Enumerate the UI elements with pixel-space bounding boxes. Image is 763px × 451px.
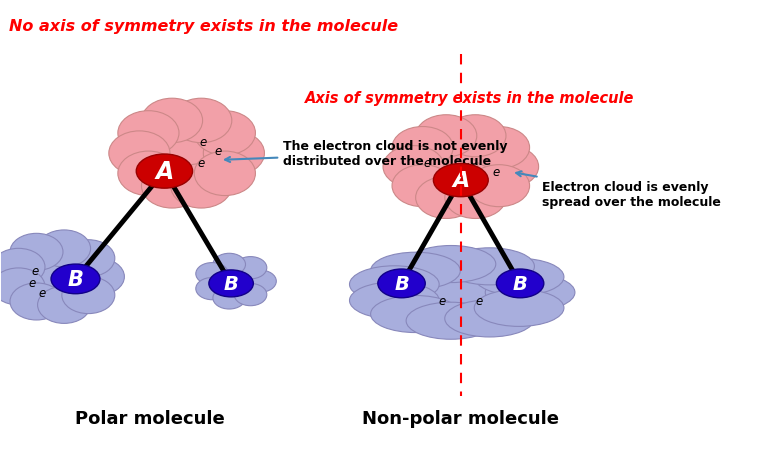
Ellipse shape xyxy=(205,262,265,302)
Ellipse shape xyxy=(445,248,534,285)
Text: e: e xyxy=(214,145,221,158)
Text: A: A xyxy=(156,160,173,184)
Ellipse shape xyxy=(213,287,246,309)
Circle shape xyxy=(137,155,192,189)
Text: e: e xyxy=(493,165,500,178)
Ellipse shape xyxy=(371,253,460,290)
Ellipse shape xyxy=(406,246,496,283)
Text: e: e xyxy=(439,295,446,307)
Text: B: B xyxy=(513,274,527,293)
Circle shape xyxy=(51,264,100,294)
Text: e: e xyxy=(423,156,431,169)
Ellipse shape xyxy=(392,166,453,207)
Ellipse shape xyxy=(37,287,91,324)
Text: No axis of symmetry exists in the molecule: No axis of symmetry exists in the molecu… xyxy=(9,19,398,34)
Ellipse shape xyxy=(445,300,534,337)
Ellipse shape xyxy=(485,274,575,311)
Text: e: e xyxy=(475,295,483,307)
Ellipse shape xyxy=(468,127,530,169)
Ellipse shape xyxy=(243,271,276,293)
Ellipse shape xyxy=(371,296,460,333)
Ellipse shape xyxy=(0,249,45,286)
Ellipse shape xyxy=(234,257,267,279)
Text: e: e xyxy=(31,265,38,278)
Ellipse shape xyxy=(406,303,496,340)
Ellipse shape xyxy=(141,99,203,143)
Ellipse shape xyxy=(379,259,542,327)
Text: B: B xyxy=(224,274,239,293)
Text: Electron cloud is evenly
spread over the molecule: Electron cloud is evenly spread over the… xyxy=(517,172,721,208)
Text: e: e xyxy=(199,136,207,149)
Ellipse shape xyxy=(478,146,539,188)
Ellipse shape xyxy=(72,258,124,295)
Ellipse shape xyxy=(141,164,203,208)
Circle shape xyxy=(497,269,544,298)
Ellipse shape xyxy=(383,146,444,188)
Ellipse shape xyxy=(171,99,232,143)
Circle shape xyxy=(433,164,488,197)
Circle shape xyxy=(378,269,425,298)
Ellipse shape xyxy=(118,152,179,196)
Ellipse shape xyxy=(416,115,477,157)
Ellipse shape xyxy=(171,164,232,208)
Text: The electron cloud is not evenly
distributed over the molecule: The electron cloud is not evenly distrib… xyxy=(225,140,507,168)
Ellipse shape xyxy=(62,277,114,314)
Text: e: e xyxy=(198,156,205,169)
Ellipse shape xyxy=(195,152,256,196)
Ellipse shape xyxy=(131,114,242,194)
Ellipse shape xyxy=(118,111,179,156)
Ellipse shape xyxy=(475,259,564,296)
Ellipse shape xyxy=(445,177,506,219)
Ellipse shape xyxy=(62,240,114,277)
Text: e: e xyxy=(38,286,46,299)
Ellipse shape xyxy=(349,266,439,303)
Ellipse shape xyxy=(475,290,564,327)
Text: Polar molecule: Polar molecule xyxy=(75,409,224,427)
Text: Axis of symmetry exists in the molecule: Axis of symmetry exists in the molecule xyxy=(305,91,635,106)
Text: B: B xyxy=(394,274,409,293)
Ellipse shape xyxy=(349,282,439,319)
Ellipse shape xyxy=(195,111,256,156)
Ellipse shape xyxy=(10,234,63,271)
Circle shape xyxy=(209,270,253,297)
Ellipse shape xyxy=(196,278,228,300)
Ellipse shape xyxy=(9,244,105,311)
Text: e: e xyxy=(29,276,36,290)
Ellipse shape xyxy=(196,263,228,285)
Ellipse shape xyxy=(10,283,63,320)
Ellipse shape xyxy=(213,254,246,276)
Ellipse shape xyxy=(234,284,267,306)
Ellipse shape xyxy=(416,177,477,219)
Ellipse shape xyxy=(468,166,530,207)
Text: B: B xyxy=(68,269,83,289)
Ellipse shape xyxy=(392,127,453,169)
Text: Non-polar molecule: Non-polar molecule xyxy=(362,409,559,427)
Ellipse shape xyxy=(0,268,45,305)
Ellipse shape xyxy=(445,115,506,157)
Ellipse shape xyxy=(37,230,91,267)
Ellipse shape xyxy=(203,132,265,176)
Text: A: A xyxy=(452,170,469,191)
Ellipse shape xyxy=(405,129,517,205)
Ellipse shape xyxy=(109,132,170,176)
